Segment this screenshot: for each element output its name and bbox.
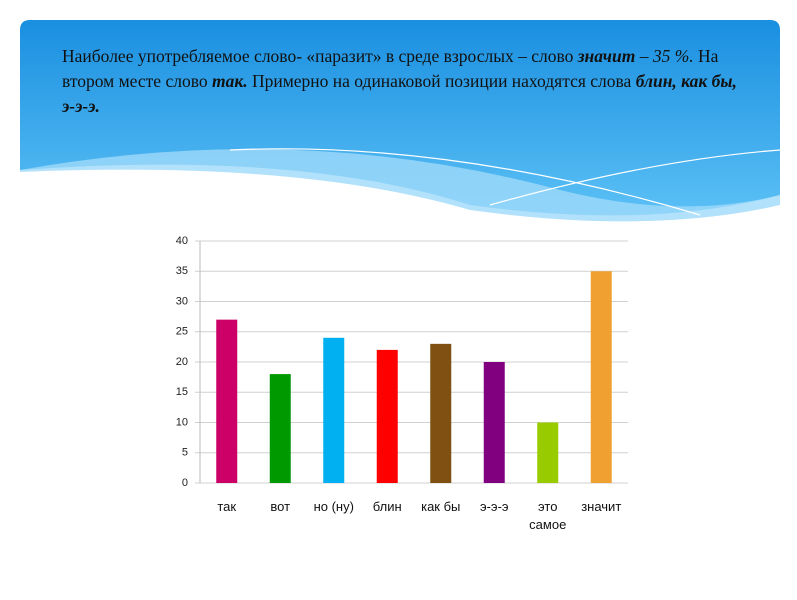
y-tick-label: 20	[176, 356, 188, 368]
y-tick-label: 25	[176, 326, 188, 338]
text: Наиболее употребляемое слово- «паразит» …	[62, 46, 578, 66]
text: блин, как бы, э-э-э.	[62, 71, 737, 116]
x-tick-label: значит	[581, 499, 622, 514]
wave-line	[229, 148, 701, 216]
x-tick-label: блин	[372, 499, 402, 514]
x-tick-label: так	[217, 499, 237, 514]
y-tick-label: 35	[176, 265, 188, 277]
y-tick-label: 0	[182, 477, 188, 489]
y-tick-label: 40	[176, 235, 188, 247]
x-tick-label: э-э-э	[479, 499, 509, 514]
bar	[323, 337, 345, 483]
bar	[537, 422, 559, 483]
slide-text: Наиболее употребляемое слово- «паразит» …	[62, 44, 752, 119]
x-tick-label: но (ну)	[313, 499, 354, 514]
bar	[430, 343, 452, 483]
y-tick-label: 30	[176, 295, 188, 307]
bar	[376, 349, 398, 483]
y-tick-label: 5	[182, 447, 188, 459]
wave-line	[489, 149, 781, 206]
text: Примерно на одинаковой позиции находятся…	[247, 71, 636, 91]
bar	[269, 374, 291, 483]
text: значит	[577, 46, 636, 66]
banner	[20, 20, 780, 216]
text: – 35 %.	[635, 46, 694, 66]
x-tick-label: как бы	[421, 499, 461, 514]
x-tick-label: вот	[270, 499, 291, 514]
y-tick-label: 10	[176, 416, 188, 428]
y-tick-label: 15	[176, 386, 188, 398]
text: так.	[211, 71, 248, 91]
text: На втором месте слово	[62, 46, 719, 91]
wave	[20, 149, 780, 222]
x-tick-label: это самое	[529, 499, 567, 532]
bar	[216, 319, 238, 483]
bar	[590, 271, 612, 483]
bar	[483, 362, 505, 483]
